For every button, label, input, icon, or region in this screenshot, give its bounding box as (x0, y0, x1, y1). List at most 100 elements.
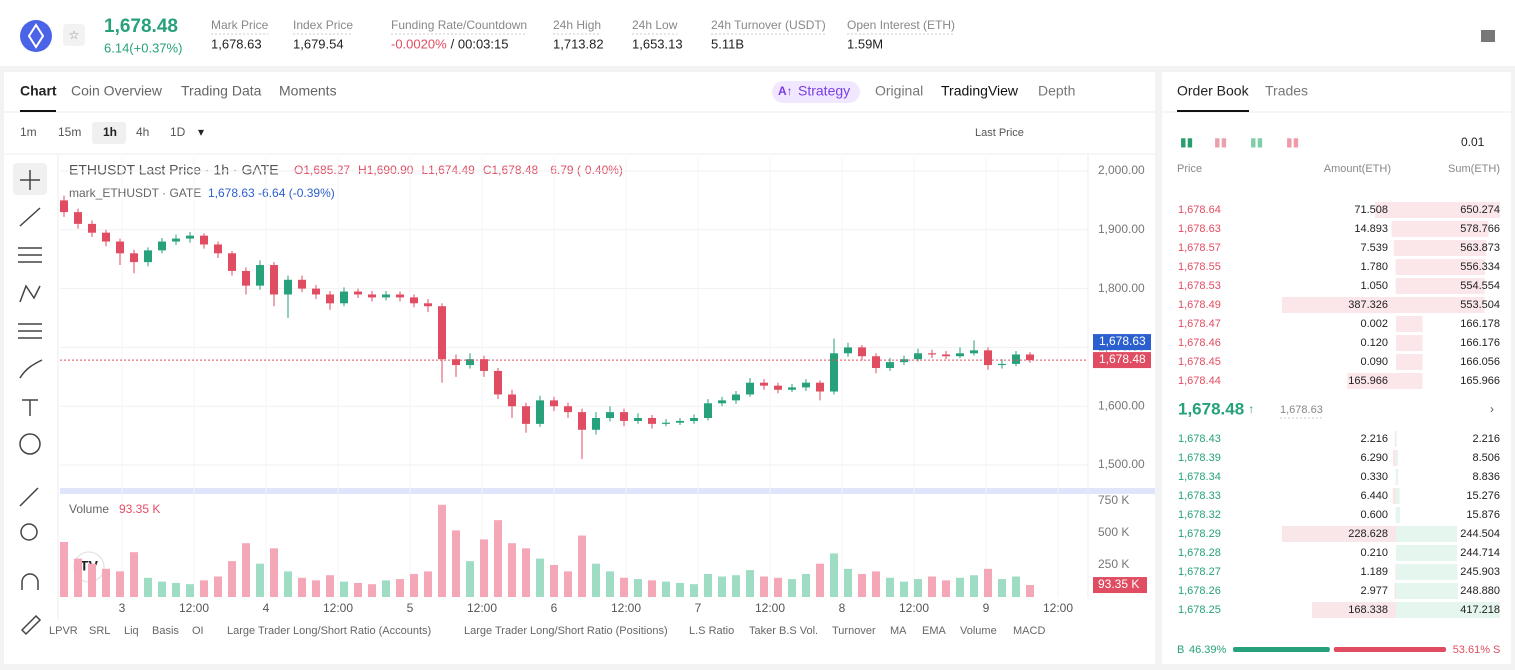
sum-bar (1396, 507, 1400, 523)
book-tab[interactable]: Trades (1265, 83, 1308, 99)
price-type[interactable]: Last Price (975, 127, 1024, 139)
book-view-bids[interactable]: ▮▮ (1250, 135, 1263, 149)
book-sum: 563.873 (1460, 242, 1500, 254)
indicator-tab[interactable]: Liq (124, 625, 139, 637)
indicator-tab[interactable]: LPVR (49, 625, 78, 637)
book-price[interactable]: 1,678.55 (1178, 261, 1221, 273)
tool-magnet[interactable] (21, 573, 39, 590)
indicator-tab[interactable]: Turnover (832, 625, 876, 637)
coin-logo (20, 20, 52, 52)
book-price[interactable]: 1,678.47 (1178, 318, 1221, 330)
indicator-tab[interactable]: Basis (152, 625, 179, 637)
book-price[interactable]: 1,678.29 (1178, 528, 1221, 540)
indicator-tab[interactable]: SRL (89, 625, 110, 637)
chart-tab[interactable]: Coin Overview (71, 83, 163, 99)
book-price[interactable]: 1,678.53 (1178, 280, 1221, 292)
favorite-button[interactable] (63, 24, 85, 46)
book-price[interactable]: 1,678.34 (1178, 471, 1221, 483)
tool-crosshair[interactable] (20, 170, 40, 190)
candle-body (326, 294, 334, 304)
book-price[interactable]: 1,678.44 (1178, 375, 1221, 387)
book-price[interactable]: 1,678.43 (1178, 433, 1221, 445)
mark-price-label: 1,678.63 (1099, 334, 1146, 348)
book-price[interactable]: 1,678.32 (1178, 509, 1221, 521)
toolbar (13, 163, 47, 636)
book-amount: 14.893 (1354, 223, 1388, 235)
interval[interactable]: 1m (20, 125, 37, 139)
book-price[interactable]: 1,678.45 (1178, 356, 1221, 368)
book-price[interactable]: 1,678.28 (1178, 547, 1221, 559)
book-expand[interactable]: › (1490, 402, 1494, 416)
book-price[interactable]: 1,678.63 (1178, 223, 1221, 235)
volume-bar (606, 571, 614, 597)
sum-bar (1396, 259, 1485, 275)
indicator-tab[interactable]: L.S Ratio (689, 625, 734, 637)
candle-body (228, 253, 236, 271)
indicator-tab[interactable]: MA (890, 625, 907, 637)
tool-hlines[interactable] (18, 247, 42, 263)
book-amount: 0.330 (1360, 471, 1388, 483)
book-price[interactable]: 1,678.46 (1178, 337, 1221, 349)
legend-item: H1,690.90 (358, 163, 414, 177)
y-tick-label: 1,600.00 (1098, 398, 1145, 412)
chart-tab[interactable]: Trading Data (181, 83, 262, 99)
candle-body (130, 253, 138, 263)
candle-body (424, 303, 432, 307)
book-view-asks[interactable]: ▮▮ (1214, 135, 1227, 149)
book-price[interactable]: 1,678.33 (1178, 490, 1221, 502)
tool-emoji[interactable] (19, 433, 41, 455)
indicator-tab[interactable]: EMA (922, 625, 947, 637)
indicator-tab[interactable]: Taker B.S Vol. (749, 625, 818, 637)
book-tab[interactable]: Order Book (1177, 83, 1250, 99)
tool-fib[interactable] (18, 323, 42, 339)
book-price[interactable]: 1,678.25 (1178, 604, 1221, 616)
indicator-tab[interactable]: Large Trader Long/Short Ratio (Positions… (464, 625, 668, 637)
volume-tick-label: 750 K (1098, 493, 1129, 507)
interval[interactable]: 4h (136, 125, 149, 139)
tool-text[interactable] (22, 399, 38, 416)
book-amount: 2.977 (1360, 585, 1388, 597)
book-price[interactable]: 1,678.27 (1178, 566, 1221, 578)
chart-tab[interactable]: Moments (279, 83, 337, 99)
book-icon[interactable] (1481, 30, 1495, 42)
tool-zoom[interactable] (20, 523, 38, 541)
chart-tab[interactable]: Chart (20, 83, 57, 99)
book-price[interactable]: 1,678.26 (1178, 585, 1221, 597)
volume-bar (704, 573, 712, 597)
interval[interactable]: 1h (103, 125, 117, 139)
book-sum: 578.766 (1460, 223, 1500, 235)
candle-body (1012, 354, 1020, 364)
interval[interactable]: 1D (170, 125, 186, 139)
chart-view-tab[interactable]: Depth (1038, 83, 1075, 99)
book-price[interactable]: 1,678.39 (1178, 452, 1221, 464)
precision[interactable]: 0.01 (1461, 135, 1485, 149)
candle-body (396, 294, 404, 298)
book-price[interactable]: 1,678.57 (1178, 242, 1221, 254)
legend-item: C1,678.48 (483, 163, 539, 177)
indicator-tab[interactable]: MACD (1013, 625, 1045, 637)
chart-view-tab[interactable]: Strategy (798, 83, 850, 99)
chart-view-tab[interactable]: TradingView (941, 83, 1019, 99)
chart-view-tab[interactable]: Original (875, 83, 923, 99)
tool-brush[interactable] (19, 359, 43, 379)
book-price[interactable]: 1,678.64 (1178, 204, 1221, 216)
tool-line[interactable] (19, 207, 41, 227)
volume-bar (368, 584, 376, 597)
interval[interactable]: 15m (58, 125, 81, 139)
tool-edit[interactable] (20, 614, 42, 636)
book-view-all[interactable]: ▮▮ (1180, 135, 1193, 149)
favorite-icon[interactable]: ☆ (69, 28, 80, 42)
x-tick-label: 4 (263, 601, 270, 615)
candle-body (200, 235, 208, 245)
x-tick-label: 12:00 (899, 601, 929, 615)
volume-bar (438, 504, 446, 597)
indicator-tab[interactable]: Large Trader Long/Short Ratio (Accounts) (227, 625, 431, 637)
tool-ruler[interactable] (19, 487, 39, 507)
indicator-tab[interactable]: Volume (960, 625, 997, 637)
indicator-tab[interactable]: OI (192, 625, 204, 637)
tool-pattern[interactable] (19, 284, 41, 303)
book-view-mixed[interactable]: ▮▮ (1286, 135, 1299, 149)
strategy-pill[interactable] (772, 81, 860, 103)
book-price[interactable]: 1,678.49 (1178, 299, 1221, 311)
volume-bar (382, 580, 390, 597)
